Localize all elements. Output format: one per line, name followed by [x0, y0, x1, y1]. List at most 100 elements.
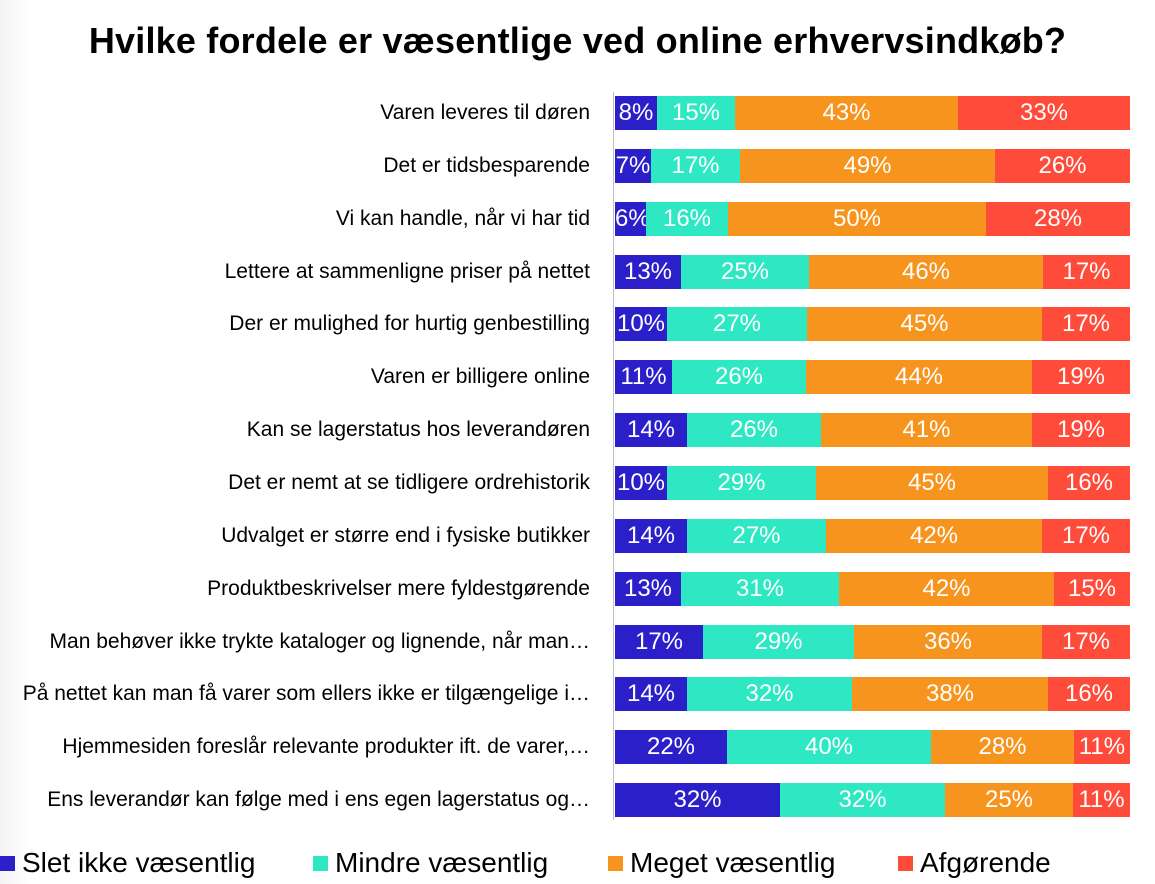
bar-segment: 16% — [646, 202, 728, 236]
bar-segment: 14% — [615, 519, 687, 553]
legend-label: Meget væsentlig — [630, 847, 836, 878]
category-axis-line — [613, 92, 614, 820]
bar-segment: 15% — [657, 96, 735, 130]
data-label: 17% — [634, 628, 684, 655]
data-label: 13% — [623, 575, 673, 602]
category-label: Det er tidsbesparende — [383, 154, 590, 177]
bar-segment: 44% — [806, 360, 1032, 394]
bar-segment: 26% — [672, 360, 806, 394]
legend-swatch — [608, 856, 623, 871]
bar-row: 7% 17% 49% 26% — [615, 149, 1130, 183]
bar-segment: 29% — [703, 625, 854, 659]
legend-label: Afgørende — [920, 847, 1051, 878]
category-label: Hjemmesiden foreslår relevante produkter… — [62, 735, 590, 758]
bar-segment: 10% — [615, 307, 667, 341]
bar-segment: 11% — [1073, 783, 1130, 817]
data-label: 11% — [620, 363, 667, 390]
bar-row: 14% 26% 41% 19% — [615, 413, 1130, 447]
data-label: 26% — [1038, 152, 1087, 179]
data-label: 17% — [1061, 522, 1111, 549]
data-label: 45% — [900, 310, 949, 337]
category-label: Varen leveres til døren — [380, 101, 590, 124]
category-label: Vi kan handle, når vi har tid — [335, 207, 590, 230]
page-background-edge — [0, 0, 30, 884]
data-label: 40% — [804, 733, 854, 760]
data-label: 15% — [671, 99, 721, 126]
data-label: 17% — [1062, 258, 1111, 285]
bar-segment: 40% — [727, 730, 931, 764]
bar-segment: 11% — [1074, 730, 1130, 764]
legend-swatch — [0, 856, 15, 871]
bar-segment: 17% — [1042, 307, 1130, 341]
data-label: 42% — [922, 575, 971, 602]
data-label: 13% — [623, 258, 673, 285]
data-label: 11% — [1078, 733, 1126, 760]
data-label: 28% — [978, 733, 1027, 760]
category-label: Lettere at sammenligne priser på nettet — [224, 260, 590, 283]
data-label: 11% — [1078, 786, 1125, 813]
bar-row: 10% 27% 45% 17% — [615, 307, 1130, 341]
bar-segment: 31% — [681, 572, 839, 606]
data-label: 31% — [735, 575, 785, 602]
data-label: 16% — [1064, 680, 1114, 707]
bar-segment: 38% — [852, 677, 1048, 711]
data-label: 33% — [1019, 99, 1069, 126]
bar-segment: 16% — [1048, 466, 1130, 500]
bar-segment: 22% — [615, 730, 727, 764]
category-label: Det er nemt at se tidligere ordrehistori… — [228, 471, 590, 494]
bar-row: 8% 15% 43% 33% — [615, 96, 1130, 130]
bar-segment: 42% — [839, 572, 1054, 606]
bar-segment: 14% — [615, 677, 687, 711]
data-label: 46% — [901, 258, 951, 285]
data-label: 49% — [843, 152, 892, 179]
bar-segment: 17% — [651, 149, 740, 183]
data-label: 6% — [615, 205, 646, 232]
data-label: 14% — [626, 416, 676, 443]
data-label: 17% — [671, 152, 720, 179]
bar-segment: 26% — [687, 413, 821, 447]
data-label: 29% — [754, 628, 803, 655]
data-label: 41% — [902, 416, 951, 443]
legend-label: Mindre væsentlig — [335, 847, 549, 878]
data-label: 28% — [1033, 205, 1083, 232]
bar-segment: 46% — [809, 255, 1043, 289]
bar-segment: 42% — [826, 519, 1042, 553]
data-label: 32% — [673, 786, 722, 813]
bar-segment: 25% — [945, 783, 1073, 817]
data-label: 22% — [646, 733, 696, 760]
bar-segment: 17% — [1042, 519, 1130, 553]
bar-segment: 45% — [807, 307, 1042, 341]
data-label: 27% — [712, 310, 762, 337]
data-label: 32% — [745, 680, 794, 707]
bar-row: 11% 26% 44% 19% — [615, 360, 1130, 394]
data-label: 32% — [838, 786, 887, 813]
bar-segment: 45% — [816, 466, 1048, 500]
data-label: 43% — [822, 99, 871, 126]
bar-row: 13% 25% 46% 17% — [615, 255, 1130, 289]
data-label: 10% — [616, 310, 666, 337]
category-label: Der er mulighed for hurtig genbestilling — [229, 312, 590, 335]
bar-segment: 26% — [995, 149, 1130, 183]
data-label: 14% — [626, 522, 676, 549]
bar-segment: 17% — [1042, 625, 1130, 659]
category-label: Kan se lagerstatus hos leverandøren — [246, 418, 590, 441]
data-label: 26% — [714, 363, 764, 390]
bar-segment: 27% — [687, 519, 826, 553]
bar-row: 22% 40% 28% 11% — [615, 730, 1130, 764]
data-label: 38% — [925, 680, 975, 707]
data-label: 36% — [923, 628, 973, 655]
data-label: 17% — [1061, 628, 1111, 655]
data-label: 16% — [1064, 469, 1114, 496]
bar-segment: 27% — [667, 307, 807, 341]
bar-segment: 36% — [854, 625, 1042, 659]
bar-row: 17% 29% 36% 17% — [615, 625, 1130, 659]
bar-segment: 25% — [681, 255, 809, 289]
bar-segment: 28% — [986, 202, 1130, 236]
bar-segment: 33% — [958, 96, 1130, 130]
bar-row: 6% 16% 50% 28% — [615, 202, 1130, 236]
bar-row: 14% 27% 42% 17% — [615, 519, 1130, 553]
category-label: Produktbeskrivelser mere fyldestgørende — [207, 577, 590, 600]
bar-segment: 11% — [615, 360, 672, 394]
chart-title: Hvilke fordele er væsentlige ved online … — [88, 20, 1067, 61]
data-label: 25% — [720, 258, 770, 285]
